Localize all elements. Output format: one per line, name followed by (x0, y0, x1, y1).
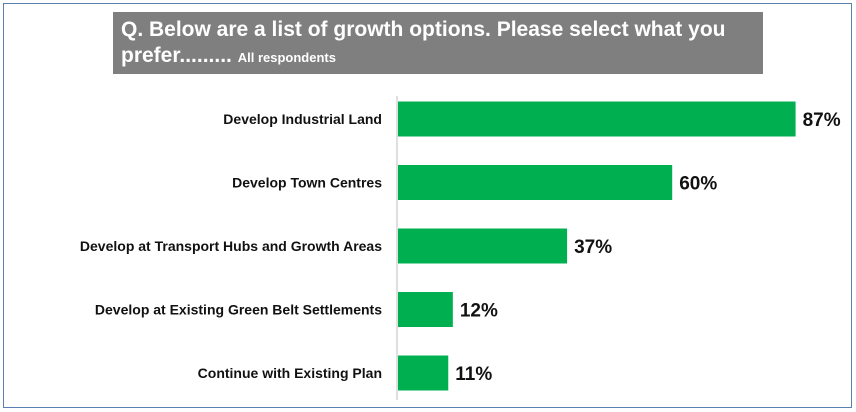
category-label: Develop at Existing Green Belt Settlemen… (95, 302, 382, 318)
value-label: 37% (574, 237, 612, 258)
category-label: Develop at Transport Hubs and Growth Are… (80, 238, 382, 254)
bar (398, 165, 673, 200)
bars-group: Develop Industrial Land 87% Develop Town C… (80, 96, 841, 400)
category-label: Develop Industrial Land (223, 111, 382, 127)
bar (398, 292, 453, 327)
bar (398, 355, 449, 391)
bar (398, 101, 796, 137)
value-label: 12% (460, 301, 498, 322)
value-label: 60% (679, 174, 717, 195)
chart-title-box: Q. Below are a list of growth options. P… (113, 12, 763, 74)
category-label: Develop Town Centres (232, 175, 382, 191)
value-label: 87% (803, 110, 841, 131)
chart-title: Q. Below are a list of growth options. P… (121, 18, 726, 67)
chart-subtitle: All respondents (237, 50, 336, 65)
category-label: Continue with Existing Plan (198, 365, 382, 381)
value-label: 11% (455, 364, 492, 385)
bar (398, 228, 568, 264)
